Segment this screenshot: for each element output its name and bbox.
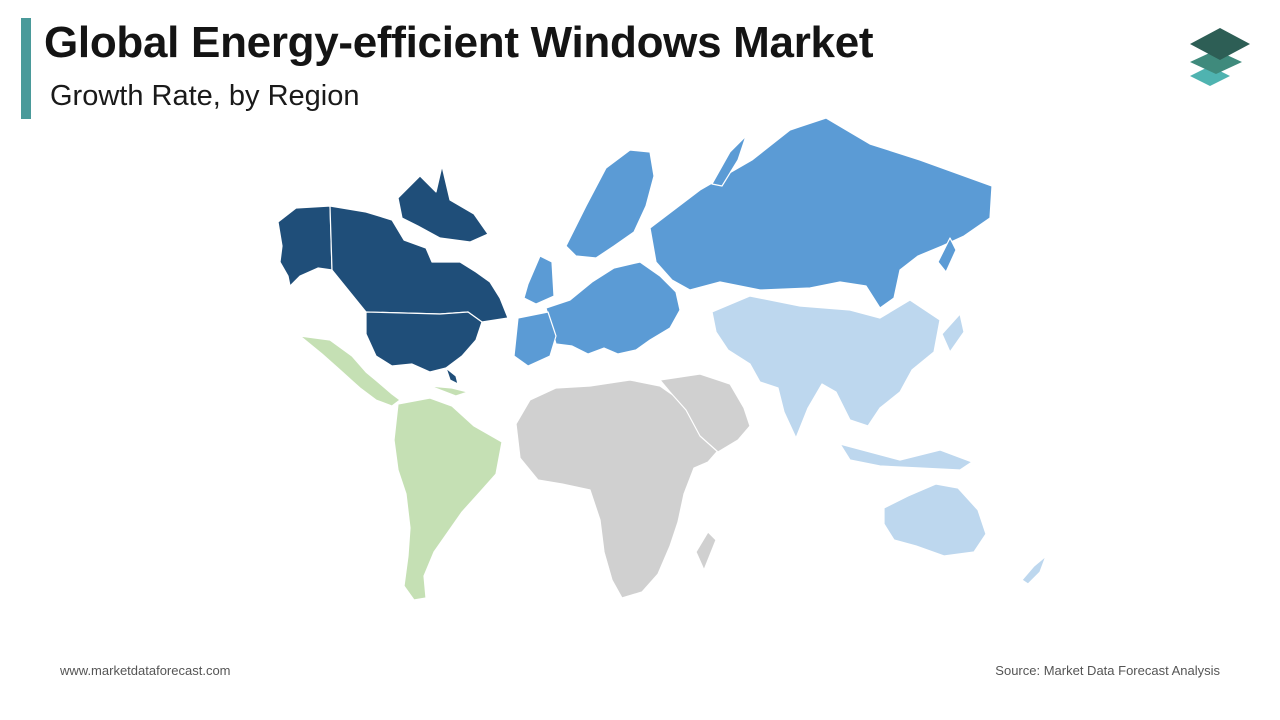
logo-layer-middle [1190,50,1242,74]
russia-shape [649,117,993,309]
sakhalin-shape [937,237,957,273]
middle-east-shape [659,373,751,453]
region-north-america [277,165,509,385]
title-accent-bar [21,18,31,119]
novaya-zemlya-shape [711,135,747,187]
footer-source: Source: Market Data Forecast Analysis [995,663,1220,678]
region-latin-america [299,335,503,601]
british-isles-shape [523,255,555,305]
page-title: Global Energy-efficient Windows Market [44,18,874,67]
arctic-islands-shape [397,165,489,243]
region-middle-east-africa [515,373,751,599]
caribbean-shape [429,385,469,397]
alaska-shape [277,205,333,287]
asia-mainland-shape [711,295,941,439]
japan-shape [941,313,965,353]
stacked-layers-icon [1190,28,1250,86]
florida-shape [445,367,459,385]
south-america-shape [393,397,503,601]
mexico-central-america-shape [299,335,401,407]
madagascar-shape [695,531,717,571]
scandinavia-shape [565,149,655,259]
australia-shape [883,483,987,557]
footer-website: www.marketdataforecast.com [60,663,231,678]
usa-shape [365,311,483,373]
southeast-asia-islands-shape [839,443,973,471]
region-asia-pacific [711,295,1047,585]
iberia-shape [513,311,557,367]
logo-layer-top [1190,28,1250,60]
region-europe [513,117,993,367]
new-zealand-shape [1021,555,1047,585]
continental-europe-shape [545,261,681,355]
page-subtitle: Growth Rate, by Region [50,80,360,112]
africa-shape [515,379,723,599]
